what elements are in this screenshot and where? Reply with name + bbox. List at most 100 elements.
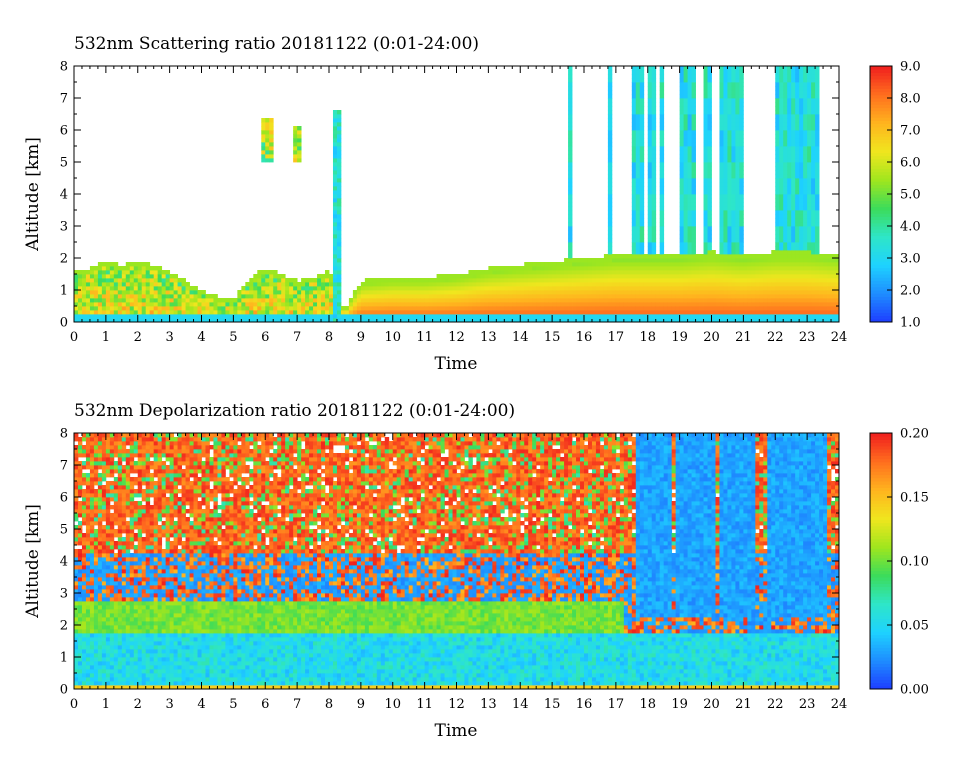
heatmap-cell — [560, 270, 565, 275]
heatmap-cell — [719, 282, 724, 287]
heatmap-cell — [74, 561, 79, 566]
heatmap-cell — [504, 282, 509, 287]
heatmap-cell — [791, 98, 796, 103]
heatmap-cell — [516, 310, 521, 315]
heatmap-cell — [655, 306, 661, 311]
heatmap-cell — [181, 314, 186, 319]
heatmap-cell — [81, 437, 87, 442]
heatmap-cell — [727, 158, 732, 163]
heatmap-cell — [121, 294, 127, 299]
heatmap-cell — [74, 657, 79, 662]
heatmap-cell — [81, 633, 87, 638]
heatmap-cell — [93, 465, 99, 470]
heatmap-cell — [568, 182, 573, 187]
heatmap-cell — [161, 282, 167, 287]
heatmap-cell — [803, 186, 808, 191]
heatmap-cell — [587, 306, 593, 311]
heatmap-cell — [687, 202, 692, 207]
heatmap-cell — [811, 110, 816, 115]
heatmap-cell — [831, 278, 836, 283]
heatmap-cell — [89, 286, 95, 291]
heatmap-cell — [699, 254, 704, 259]
heatmap-cell — [811, 210, 816, 215]
heatmap-cell — [631, 174, 637, 179]
heatmap-cell — [368, 306, 374, 311]
heatmap-cell — [97, 302, 103, 307]
heatmap-cell — [424, 282, 430, 287]
heatmap-cell — [245, 290, 250, 295]
heatmap-cell — [89, 569, 95, 574]
heatmap-cell — [787, 306, 792, 311]
heatmap-cell — [687, 118, 692, 123]
heatmap-cell — [707, 82, 712, 87]
heatmap-cell — [727, 146, 732, 151]
heatmap-cell — [548, 294, 553, 299]
heatmap-cell — [568, 74, 573, 79]
heatmap-cell — [703, 234, 708, 239]
heatmap-cell — [77, 437, 83, 442]
heatmap-cell — [241, 294, 246, 299]
heatmap-cell — [635, 226, 641, 231]
heatmap-cell — [265, 290, 270, 295]
heatmap-cell — [791, 114, 796, 119]
heatmap-cell — [703, 166, 708, 171]
heatmap-cell — [169, 302, 175, 307]
heatmap-cell — [376, 286, 382, 291]
heatmap-cell — [715, 318, 720, 323]
heatmap-cell — [707, 94, 712, 99]
heatmap-cell — [651, 126, 657, 131]
heatmap-cell — [639, 182, 645, 187]
heatmap-cell — [647, 166, 653, 171]
heatmap-cell — [611, 270, 617, 275]
heatmap-cell — [89, 541, 95, 546]
colorbar-segment — [870, 251, 892, 256]
heatmap-cell — [779, 246, 784, 251]
heatmap-cell — [799, 202, 804, 207]
heatmap-cell — [639, 302, 645, 307]
heatmap-cell — [448, 298, 453, 303]
heatmap-cell — [508, 298, 513, 303]
heatmap-cell — [807, 222, 812, 227]
heatmap-cell — [635, 266, 641, 271]
heatmap-cell — [815, 218, 820, 223]
heatmap-cell — [185, 314, 190, 319]
heatmap-cell — [783, 82, 788, 87]
heatmap-cell — [536, 270, 541, 275]
heatmap-cell — [751, 298, 756, 303]
heatmap-cell — [699, 310, 704, 315]
heatmap-cell — [85, 318, 91, 323]
heatmap-cell — [723, 218, 728, 223]
heatmap-cell — [392, 306, 398, 311]
heatmap-cell — [81, 621, 87, 626]
heatmap-cell — [209, 302, 214, 307]
heatmap-cell — [811, 90, 816, 95]
heatmap-cell — [651, 230, 657, 235]
heatmap-cell — [340, 318, 346, 323]
heatmap-cell — [707, 78, 712, 83]
heatmap-cell — [815, 158, 820, 163]
heatmap-cell — [631, 282, 637, 287]
heatmap-cell — [189, 318, 194, 323]
heatmap-cell — [332, 286, 338, 291]
heatmap-cell — [173, 278, 178, 283]
heatmap-cell — [731, 126, 736, 131]
heatmap-cell — [129, 278, 135, 283]
heatmap-cell — [492, 290, 497, 295]
heatmap-cell — [169, 274, 175, 279]
heatmap-cell — [452, 318, 457, 323]
colorbar-segment — [870, 139, 892, 144]
heatmap-cell — [659, 118, 665, 123]
heatmap-cell — [89, 669, 95, 674]
heatmap-cell — [580, 310, 585, 315]
heatmap-cell — [249, 298, 254, 303]
heatmap-cell — [117, 290, 123, 295]
heatmap-cell — [336, 270, 342, 275]
heatmap-cell — [671, 278, 677, 283]
heatmap-cell — [584, 306, 589, 311]
heatmap-cell — [683, 194, 688, 199]
heatmap-cell — [89, 302, 95, 307]
heatmap-cell — [85, 441, 91, 446]
heatmap-cell — [289, 278, 294, 283]
heatmap-cell — [607, 162, 613, 167]
heatmap-cell — [611, 306, 617, 311]
